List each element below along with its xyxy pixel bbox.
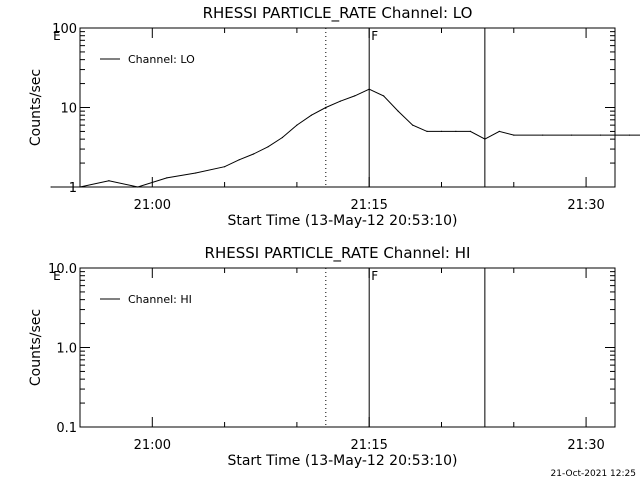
y-tick-label: 100 (52, 22, 77, 37)
series-point (440, 130, 443, 132)
series-point (50, 186, 52, 188)
series-point (325, 106, 327, 109)
x-tick-label: 21:15 (350, 198, 387, 213)
series-point (469, 130, 471, 132)
series-point (513, 134, 515, 136)
series-point (412, 124, 414, 126)
series-point (296, 124, 298, 126)
plot-frame (79, 267, 616, 428)
series-point (339, 100, 341, 102)
series-point (354, 95, 356, 97)
flag-label: E (53, 29, 61, 43)
series-line-0 (51, 88, 640, 188)
series-point (498, 130, 500, 132)
series-point (195, 172, 197, 174)
legend-label: Channel: HI (128, 293, 192, 306)
x-tick-label: 21:00 (134, 438, 171, 453)
x-axis-label: Start Time (13-May-12 20:53:10) (227, 213, 457, 229)
chart-title: RHESSI PARTICLE_RATE Channel: LO (203, 4, 473, 23)
series-point (137, 186, 139, 188)
series-point (267, 146, 269, 148)
series-point (108, 180, 110, 182)
series-point (542, 134, 544, 136)
y-tick-label: 0.1 (56, 421, 77, 436)
series-point (238, 159, 240, 161)
y-tick-label: 10 (60, 102, 77, 117)
x-axis-label: Start Time (13-May-12 20:53:10) (227, 453, 457, 469)
series-point (166, 177, 168, 179)
series-point (426, 130, 428, 132)
series-point (397, 110, 399, 112)
series-point (310, 114, 312, 116)
y-tick-label: 1.0 (56, 342, 77, 357)
x-tick-label: 21:30 (567, 438, 604, 453)
series-point (628, 134, 631, 136)
series-point (252, 153, 255, 155)
series-point (79, 186, 81, 188)
y-tick-label: 1 (69, 181, 77, 196)
x-tick-label: 21:15 (350, 438, 387, 453)
y-axis-label: Counts/sec (28, 69, 44, 146)
series-point (455, 130, 457, 132)
flag-label: F (371, 269, 378, 283)
y-tick-label: 10.0 (48, 262, 77, 277)
x-tick-label: 21:00 (134, 198, 171, 213)
chart-panel-1: RHESSI PARTICLE_RATE Channel: HI 0.1 1.0 10… (28, 244, 616, 469)
x-tick-label: 21:30 (567, 198, 604, 213)
series-point (599, 134, 602, 136)
flag-label: F (371, 29, 378, 43)
series-point (368, 88, 370, 90)
flag-label: E (53, 269, 61, 283)
series-point (383, 95, 385, 97)
legend-label: Channel: LO (128, 53, 195, 66)
chart-panel-0: RHESSI PARTICLE_RATE Channel: LO 1 10 100 21… (28, 4, 640, 229)
series-point (224, 166, 226, 168)
chart-title: RHESSI PARTICLE_RATE Channel: HI (205, 244, 471, 263)
series-point (281, 136, 283, 139)
footer-timestamp: 21-Oct-2021 12:25 (551, 469, 636, 479)
plot-frame (79, 27, 616, 188)
series-point (571, 134, 573, 136)
series-point (484, 138, 486, 140)
y-axis-label: Counts/sec (28, 309, 44, 386)
